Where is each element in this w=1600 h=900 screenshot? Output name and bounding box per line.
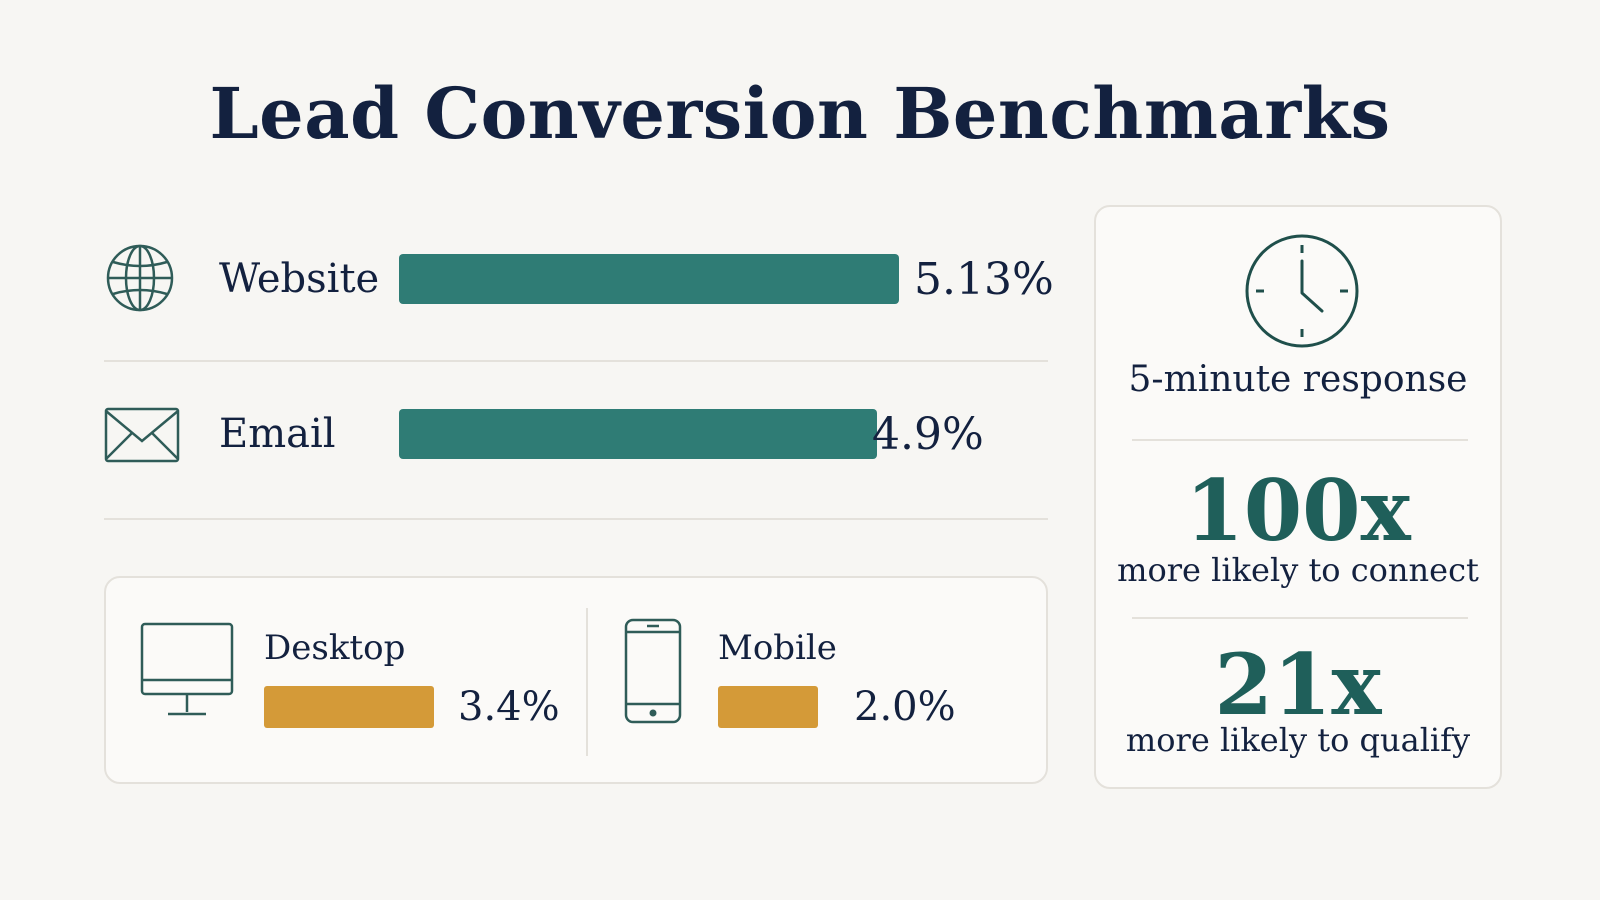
desktop-monitor-icon bbox=[140, 622, 234, 716]
mobile-phone-icon bbox=[624, 618, 682, 724]
stat-number-qualify: 21x bbox=[1214, 635, 1382, 734]
stat-text-connect: more likely to connect bbox=[1117, 551, 1479, 589]
device-bar-mobile bbox=[718, 686, 818, 728]
channel-bar-website bbox=[399, 254, 899, 304]
envelope-icon bbox=[104, 407, 180, 463]
stat-number-connect: 100x bbox=[1185, 461, 1411, 560]
stats-card: 5-minute response 100x more likely to co… bbox=[1094, 205, 1502, 789]
channel-bar-email bbox=[399, 409, 877, 459]
divider bbox=[104, 360, 1048, 362]
channel-label-website: Website bbox=[219, 256, 380, 302]
stats-divider bbox=[1132, 439, 1468, 441]
divider bbox=[104, 518, 1048, 520]
device-bar-desktop bbox=[264, 686, 434, 728]
page-title: Lead Conversion Benchmarks bbox=[209, 72, 1391, 155]
device-value-desktop: 3.4% bbox=[458, 684, 560, 730]
device-value-mobile: 2.0% bbox=[854, 684, 956, 730]
globe-icon bbox=[106, 244, 174, 312]
channel-value-website: 5.13% bbox=[914, 254, 1054, 305]
stats-divider bbox=[1132, 617, 1468, 619]
device-desktop: Desktop 3.4% bbox=[106, 578, 586, 786]
stat-text-qualify: more likely to qualify bbox=[1125, 721, 1471, 759]
response-label: 5-minute response bbox=[1128, 359, 1468, 400]
device-mobile: Mobile 2.0% bbox=[588, 578, 1048, 786]
device-card: Desktop 3.4% Mobile 2.0% bbox=[104, 576, 1048, 784]
channel-row-website: Website 5.13% bbox=[104, 238, 1054, 318]
device-label-desktop: Desktop bbox=[264, 628, 406, 668]
clock-icon bbox=[1245, 234, 1359, 348]
channel-label-email: Email bbox=[219, 411, 336, 457]
device-divider bbox=[586, 608, 588, 756]
channel-value-email: 4.9% bbox=[872, 409, 984, 460]
device-label-mobile: Mobile bbox=[718, 628, 837, 668]
channel-row-email: Email 4.9% bbox=[104, 393, 1048, 473]
